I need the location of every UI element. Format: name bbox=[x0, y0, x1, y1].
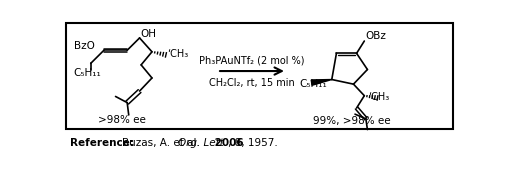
Text: >98% ee: >98% ee bbox=[98, 115, 146, 125]
Text: Org. Lett.: Org. Lett. bbox=[178, 138, 228, 148]
Text: Reference:: Reference: bbox=[70, 138, 134, 148]
Text: ‘CH₃: ‘CH₃ bbox=[368, 92, 389, 102]
Text: C₅H₁₁: C₅H₁₁ bbox=[73, 68, 101, 78]
Text: ‘CH₃: ‘CH₃ bbox=[167, 49, 188, 59]
Text: Ph₃PAuNTf₂ (2 mol %): Ph₃PAuNTf₂ (2 mol %) bbox=[199, 55, 305, 65]
Text: 2006: 2006 bbox=[211, 138, 243, 148]
Text: Buzas, A. et al.: Buzas, A. et al. bbox=[122, 138, 203, 148]
Text: , 8, 1957.: , 8, 1957. bbox=[228, 138, 278, 148]
Text: OH: OH bbox=[140, 29, 156, 39]
FancyBboxPatch shape bbox=[66, 23, 453, 129]
Text: OBz: OBz bbox=[366, 31, 387, 41]
Polygon shape bbox=[311, 79, 332, 85]
Text: BzO: BzO bbox=[74, 41, 95, 51]
Text: CH₂Cl₂, rt, 15 min: CH₂Cl₂, rt, 15 min bbox=[209, 78, 295, 88]
Text: C₅H₁₁: C₅H₁₁ bbox=[299, 79, 327, 89]
Text: 99%, >98% ee: 99%, >98% ee bbox=[313, 116, 391, 126]
